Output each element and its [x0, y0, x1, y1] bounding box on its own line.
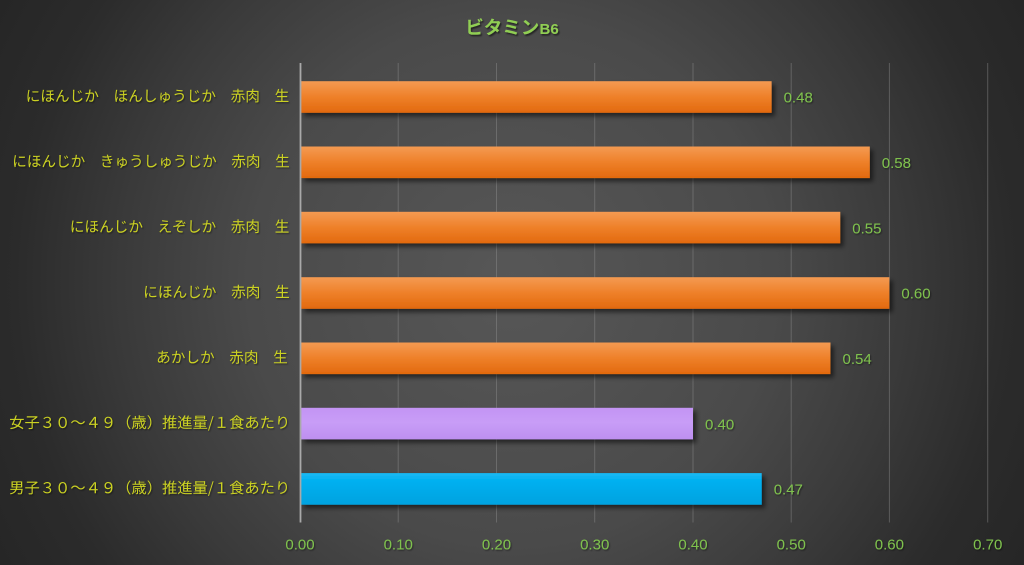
svg-text:0.40: 0.40	[678, 536, 707, 553]
svg-text:0.30: 0.30	[580, 536, 609, 553]
svg-text:0.40: 0.40	[705, 416, 734, 433]
svg-text:0.55: 0.55	[852, 220, 881, 237]
svg-text:0.47: 0.47	[774, 482, 803, 499]
svg-text:0.54: 0.54	[843, 351, 872, 368]
svg-text:0.50: 0.50	[777, 536, 806, 553]
svg-text:0.00: 0.00	[285, 536, 314, 553]
svg-text:0.70: 0.70	[973, 536, 1002, 553]
svg-text:0.20: 0.20	[482, 536, 511, 553]
svg-text:B6: B6	[540, 21, 559, 38]
svg-text:0.58: 0.58	[882, 155, 911, 172]
svg-text:0.10: 0.10	[384, 536, 413, 553]
svg-text:0.60: 0.60	[875, 536, 904, 553]
svg-text:0.60: 0.60	[901, 286, 930, 303]
svg-text:0.48: 0.48	[784, 90, 813, 107]
